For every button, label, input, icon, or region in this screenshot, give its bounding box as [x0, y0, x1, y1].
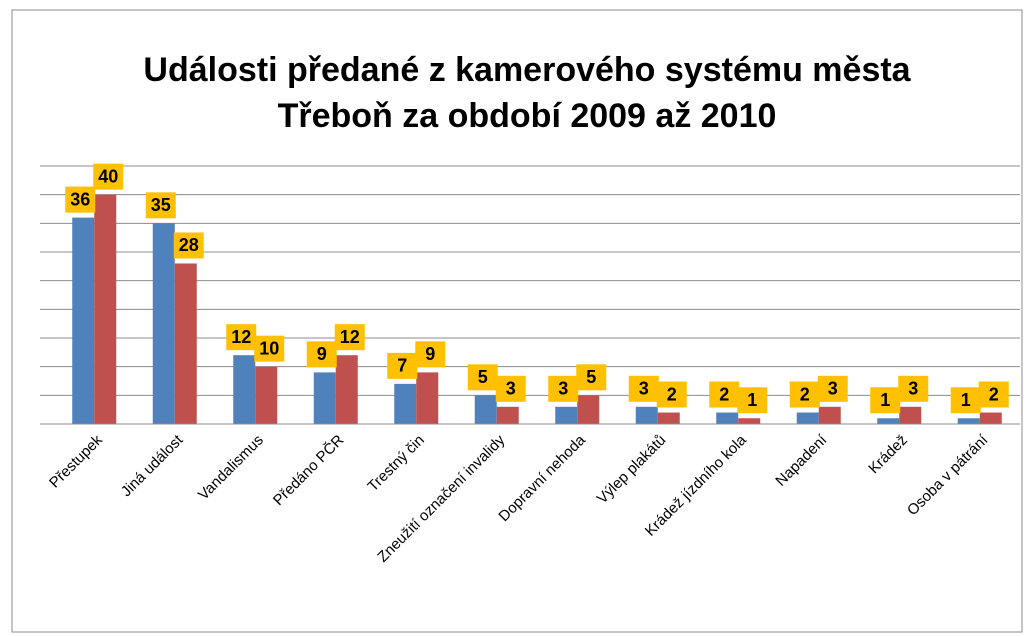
- data-label-box: [898, 375, 929, 402]
- data-label-box: [548, 375, 579, 402]
- data-label-box: [145, 192, 176, 219]
- data-label-box: [173, 232, 204, 259]
- data-label-box: [709, 381, 740, 408]
- bar: [174, 263, 197, 424]
- data-label-box: [817, 375, 848, 402]
- data-label-box: [306, 341, 337, 368]
- bar: [957, 418, 980, 424]
- bar: [496, 406, 519, 424]
- data-label-box: [467, 364, 498, 391]
- bar: [335, 355, 358, 424]
- data-label: 40: [98, 166, 118, 186]
- data-label: 3: [639, 379, 649, 399]
- data-label: 28: [179, 235, 199, 255]
- data-label: 5: [478, 367, 488, 387]
- bar: [577, 395, 600, 424]
- bar: [979, 412, 1002, 424]
- data-label: 3: [506, 379, 516, 399]
- data-label: 1: [961, 390, 971, 410]
- data-label-box: [254, 335, 285, 362]
- data-label: 2: [719, 384, 729, 404]
- bar: [474, 395, 497, 424]
- bar: [899, 406, 922, 424]
- bar: [233, 355, 256, 424]
- bar: [738, 418, 761, 424]
- data-label: 5: [586, 367, 596, 387]
- data-label-box: [576, 364, 607, 391]
- data-label-box: [656, 381, 687, 408]
- data-label: 2: [800, 384, 810, 404]
- data-label: 1: [880, 390, 890, 410]
- data-label-box: [950, 387, 981, 414]
- data-label-box: [415, 341, 446, 368]
- data-label: 7: [397, 356, 407, 376]
- data-label: 10: [259, 338, 279, 358]
- data-label-box: [334, 324, 365, 351]
- bar: [72, 217, 95, 424]
- data-label: 12: [231, 327, 251, 347]
- data-label-box: [628, 375, 659, 402]
- bar: [716, 412, 739, 424]
- bar: [555, 406, 578, 424]
- data-label: 3: [558, 379, 568, 399]
- bar: [394, 383, 417, 424]
- data-label: 3: [908, 379, 918, 399]
- bar: [877, 418, 900, 424]
- bar: [635, 406, 658, 424]
- bar: [94, 194, 117, 424]
- data-label: 36: [70, 189, 90, 209]
- bar: [796, 412, 819, 424]
- bar: [818, 406, 841, 424]
- data-label-box: [65, 186, 96, 213]
- data-label-box: [978, 381, 1009, 408]
- data-label-box: [93, 163, 124, 190]
- chart-title: Události předané z kamerového systému mě…: [143, 51, 911, 89]
- bar: [313, 372, 336, 424]
- bar: [657, 412, 680, 424]
- data-label: 1: [747, 390, 757, 410]
- data-label: 2: [989, 384, 999, 404]
- data-label: 12: [340, 327, 360, 347]
- data-label: 9: [317, 344, 327, 364]
- data-label-box: [226, 324, 257, 351]
- bar: [152, 223, 175, 424]
- data-label: 9: [425, 344, 435, 364]
- chart-title: Třeboň za období 2009 až 2010: [278, 97, 777, 135]
- bar: [416, 372, 439, 424]
- data-label-box: [789, 381, 820, 408]
- data-label: 2: [667, 384, 677, 404]
- bar: [255, 366, 278, 424]
- data-label-box: [870, 387, 901, 414]
- data-label: 35: [151, 195, 171, 215]
- data-label-box: [387, 352, 418, 379]
- data-label-box: [737, 387, 768, 414]
- data-label-box: [495, 375, 526, 402]
- data-label: 3: [828, 379, 838, 399]
